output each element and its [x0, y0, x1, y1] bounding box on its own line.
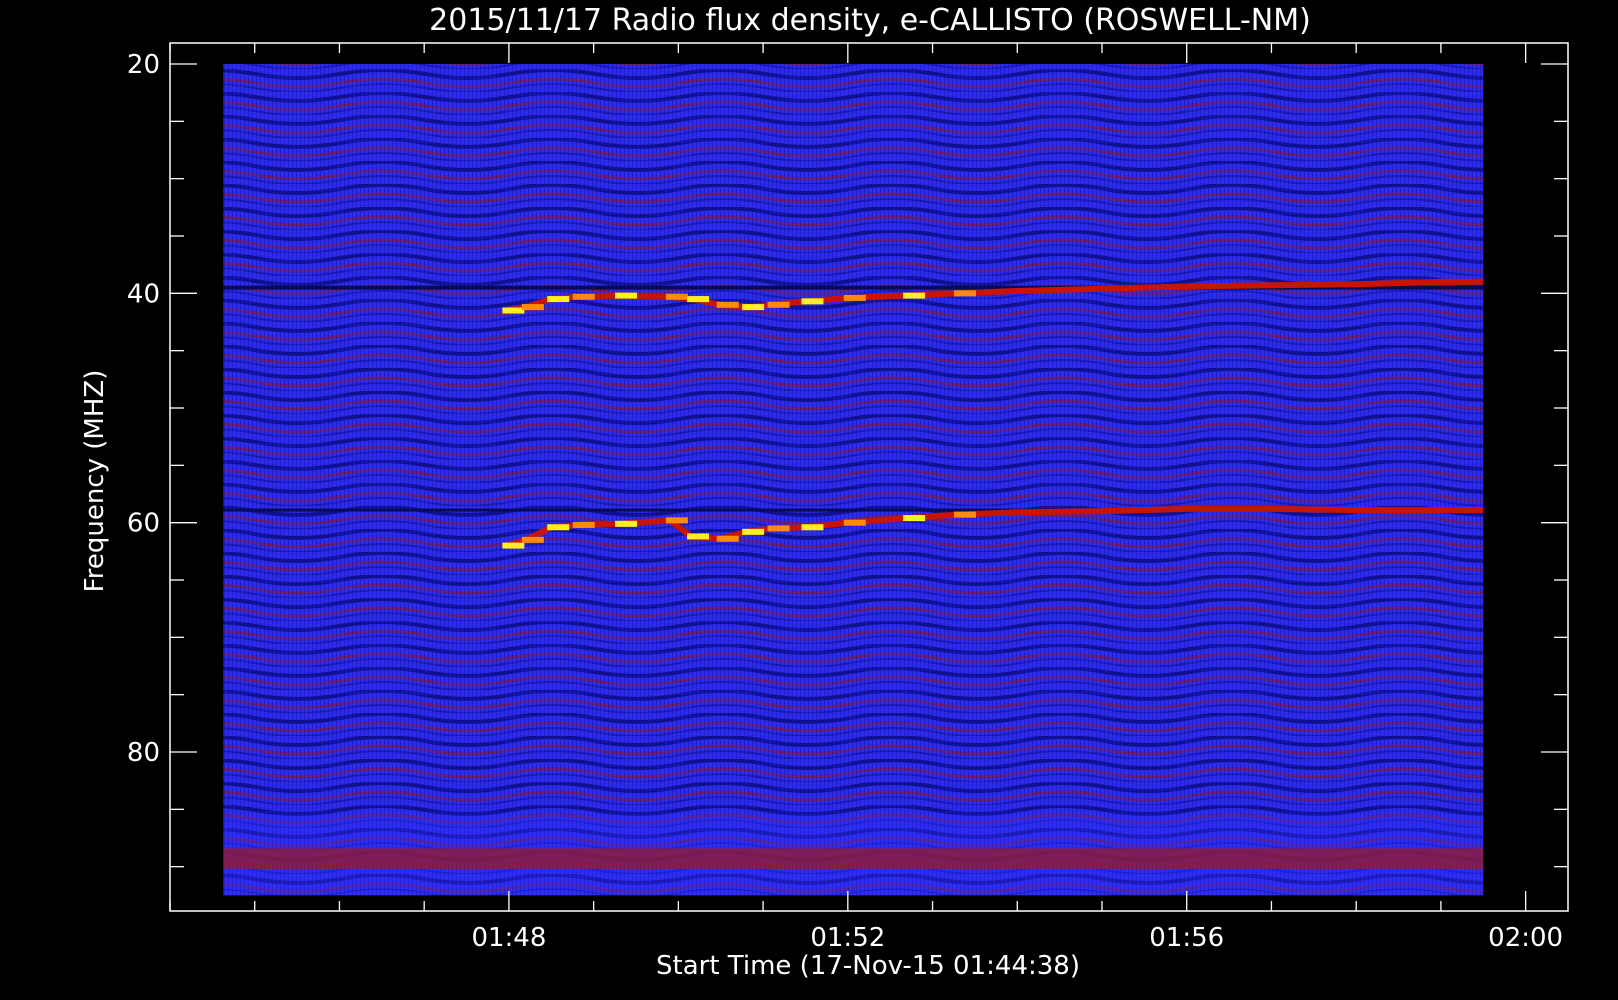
chart-title: 2015/11/17 Radio flux density, e-CALLIST… — [429, 3, 1311, 38]
burst-point — [742, 528, 765, 535]
x-axis-label: Start Time (17-Nov-15 01:44:38) — [656, 951, 1080, 981]
burst-point — [615, 292, 638, 299]
x-axis-ticks: 01:48 01:52 01:56 02:00 — [169, 43, 1563, 953]
burst-point — [615, 520, 638, 527]
burst-point — [547, 296, 570, 303]
y-tick-label: 80 — [127, 738, 160, 768]
y-tick-label: 40 — [127, 279, 160, 309]
burst-point — [716, 535, 739, 542]
burst-point — [843, 294, 866, 301]
burst-point — [953, 290, 976, 297]
burst-point — [716, 301, 739, 308]
y-tick-label: 20 — [127, 50, 160, 80]
burst-point — [903, 515, 926, 522]
burst-point — [767, 525, 790, 532]
burst-point — [665, 517, 688, 524]
y-axis-label: Frequency (MHZ) — [80, 370, 110, 593]
burst-point — [742, 304, 765, 311]
burst-point — [801, 524, 824, 531]
burst-traces — [502, 278, 1484, 549]
burst-point — [547, 524, 570, 531]
x-tick-label: 01:48 — [471, 923, 546, 953]
spectrogram-grain-layer — [223, 64, 1484, 896]
x-tick-label: 01:56 — [1149, 923, 1224, 953]
burst-point — [521, 536, 544, 543]
x-tick-label: 01:52 — [810, 923, 885, 953]
y-tick-label: 60 — [127, 509, 160, 539]
burst-point — [572, 293, 595, 300]
y-axis-ticks: 20 40 60 80 — [127, 50, 1568, 868]
burst-point — [903, 292, 926, 299]
spectrogram-dark-line-40 — [223, 285, 1484, 290]
x-tick-label: 02:00 — [1488, 923, 1563, 953]
burst-point — [801, 298, 824, 305]
burst-point — [665, 293, 688, 300]
spectrogram-dark-line-59 — [223, 508, 1484, 512]
spectrogram-interference-band — [223, 848, 1484, 869]
burst-point — [953, 511, 976, 518]
burst-point — [502, 542, 525, 549]
burst-point — [767, 301, 790, 308]
plot-frame — [169, 42, 1569, 912]
spectrogram-field — [223, 64, 1484, 896]
burst-point — [572, 521, 595, 528]
burst-point — [502, 307, 525, 314]
burst-point — [687, 533, 710, 540]
burst-point — [843, 519, 866, 526]
burst-point — [521, 304, 544, 311]
burst-point — [687, 296, 710, 303]
